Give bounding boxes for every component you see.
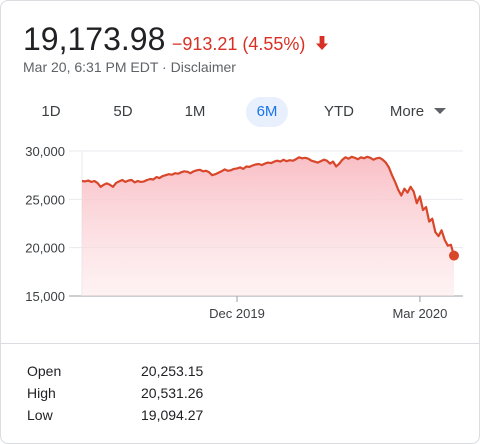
y-tick-label: 30,000: [25, 144, 65, 159]
quote-subline: Mar 20, 6:31 PM EDT · Disclaimer: [23, 59, 236, 75]
tab-5d[interactable]: 5D: [105, 97, 141, 127]
tab-1d[interactable]: 1D: [33, 97, 69, 127]
y-tick-label: 25,000: [25, 192, 65, 207]
tab-6m[interactable]: 6M: [246, 97, 288, 127]
y-tick-label: 15,000: [25, 289, 65, 304]
chart-area-fill: [82, 156, 454, 296]
tab-ytd[interactable]: YTD: [319, 97, 359, 127]
stat-label: Low: [27, 407, 53, 423]
stat-value: 20,253.15: [141, 363, 204, 379]
stat-row-high: High 20,531.26: [1, 385, 480, 407]
tab-label: 1D: [41, 103, 61, 120]
x-tick-label: Mar 2020: [392, 306, 447, 321]
stat-value: 19,094.27: [141, 407, 204, 423]
tab-label: 1M: [184, 103, 206, 120]
stat-value: 20,531.26: [141, 385, 204, 401]
section-divider: [1, 343, 479, 344]
quote-header: 19,173.98 −913.21 (4.55%): [23, 21, 330, 58]
price-change: −913.21 (4.55%): [171, 34, 306, 54]
tab-label: 5D: [113, 103, 133, 120]
quote-timestamp: Mar 20, 6:31 PM EDT: [23, 59, 159, 75]
caret-down-icon: [434, 108, 447, 114]
range-tabs: 1D 5D 1M 6M YTD More: [1, 97, 480, 129]
disclaimer-link[interactable]: Disclaimer: [170, 59, 236, 75]
subline-separator: ·: [158, 59, 171, 75]
x-tick-label: Dec 2019: [209, 306, 265, 321]
chart-price-line: [81, 155, 456, 257]
arrow-down-icon: [315, 36, 328, 50]
tab-label: 6M: [256, 103, 278, 120]
tab-more[interactable]: More: [385, 97, 451, 127]
stats-table: Open 20,253.15 High 20,531.26 Low 19,094…: [1, 363, 480, 429]
stat-row-low: Low 19,094.27: [1, 407, 480, 429]
stat-label: High: [27, 385, 56, 401]
y-tick-label: 20,000: [25, 241, 65, 256]
stat-label: Open: [27, 363, 62, 379]
last-price-point: [449, 250, 459, 261]
current-price: 19,173.98: [23, 21, 166, 57]
tab-1m[interactable]: 1M: [177, 97, 213, 127]
tab-label: More: [389, 103, 425, 120]
price-chart: 30,000 25,000 20,000 15,000 Dec 2019 Mar 2020: [25, 144, 463, 321]
stat-row-open: Open 20,253.15: [1, 363, 480, 385]
tab-label: YTD: [324, 103, 354, 120]
